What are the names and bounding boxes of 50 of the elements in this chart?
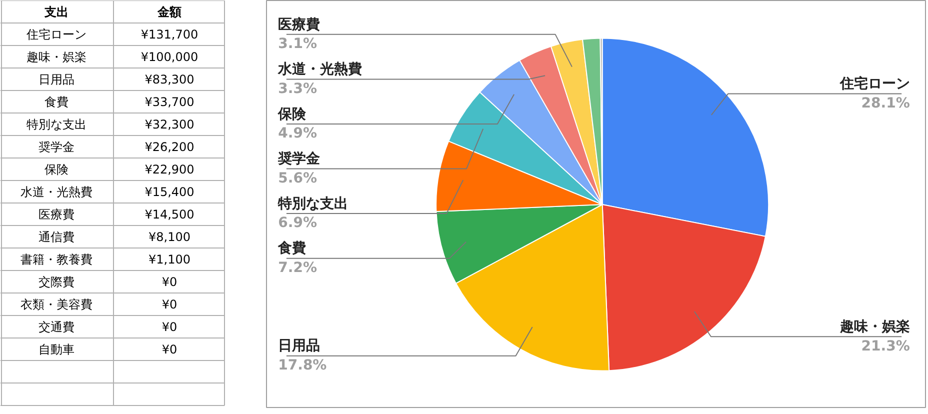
slice-label: 奨学金 [277,151,322,168]
text: ¥0 [162,320,178,334]
category-label: 医療費 [38,207,74,222]
text: ¥131,700 [140,27,198,42]
category-label: 交際費 [38,274,74,289]
category-label: 奨学金 [38,140,74,154]
category-label: 自動車 [38,342,74,356]
text: ¥33,700 [144,94,194,109]
text: 金額 [156,4,182,19]
data-label: 7.2% [278,260,317,276]
data-label: 17.8% [278,357,327,374]
slice-label: 趣味・娯楽 [838,318,910,335]
slice-label: 水道・光熱費 [277,62,362,78]
slice-label: 特別な支出 [277,196,348,212]
slice-label: 日用品 [278,338,320,354]
data-label: 3.3% [278,80,317,97]
slice-label: 保険 [277,106,308,122]
data-label: 5.6% [278,170,317,186]
category-label: 書籍・教養費 [20,252,92,266]
data-label: 3.1% [278,36,317,52]
category-label: 通信費 [38,230,74,244]
text: ¥22,900 [144,162,194,176]
text: ¥0 [162,274,178,289]
text: ¥0 [162,297,178,312]
category-label: 交通費 [38,320,74,334]
category-label: 日用品 [38,72,74,86]
slice-label: 食費 [277,240,306,257]
category-label: 特別な支出 [26,117,86,132]
category-label: 住宅ローン [26,27,86,42]
text: ¥14,500 [144,207,194,222]
category-label: 食費 [44,94,68,109]
text: ¥1,100 [148,252,191,266]
text: ¥0 [162,342,178,356]
slice-label: 医療費 [278,16,320,33]
category-label: 趣味・娯楽 [26,50,86,64]
data-label: 21.3% [861,338,910,354]
text: ¥83,300 [144,72,194,86]
text: ¥100,000 [140,50,198,64]
category-label: 保険 [44,162,68,176]
data-label: 6.9% [278,215,317,232]
data-label: 28.1% [861,95,910,112]
text: ¥32,300 [144,117,194,132]
text: ¥8,100 [148,230,191,244]
text: ¥15,400 [144,184,194,199]
category-label: 水道・光熱費 [20,184,92,199]
category-label: 衣類・美容費 [20,297,92,312]
text: 支出 [44,4,68,19]
slice-label: 住宅ローン [838,75,910,92]
text: ¥26,200 [144,140,194,154]
data-label: 4.9% [278,126,317,142]
